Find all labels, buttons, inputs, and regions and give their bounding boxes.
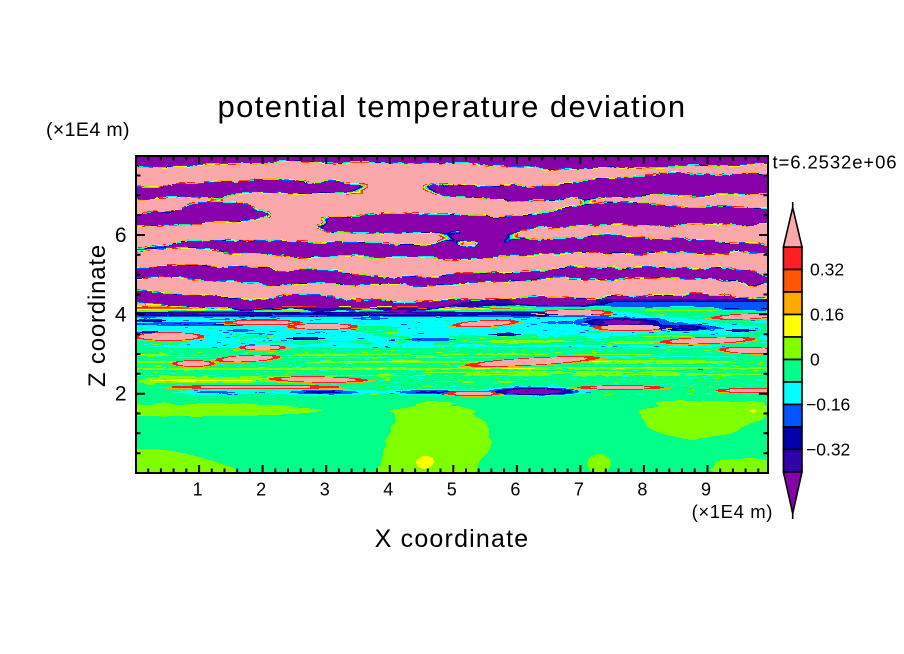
svg-text:6: 6 (115, 224, 127, 247)
svg-text:Z coordinate: Z coordinate (84, 244, 111, 387)
svg-text:3: 3 (320, 480, 330, 500)
svg-text:(×1E4 m): (×1E4 m) (692, 501, 773, 522)
svg-text:4: 4 (383, 480, 393, 500)
svg-text:5: 5 (447, 480, 457, 500)
svg-text:2: 2 (115, 383, 127, 406)
svg-text:8: 8 (637, 480, 647, 500)
svg-text:9: 9 (701, 480, 711, 500)
svg-text:0.16: 0.16 (810, 305, 844, 325)
svg-text:−0.32: −0.32 (806, 440, 850, 460)
svg-text:1: 1 (193, 480, 203, 500)
svg-text:potential temperature deviatio: potential temperature deviation (217, 89, 686, 124)
svg-text:7: 7 (574, 480, 584, 500)
svg-text:t=6.2532e+06: t=6.2532e+06 (773, 152, 898, 173)
svg-text:(×1E4 m): (×1E4 m) (46, 119, 130, 141)
svg-text:4: 4 (115, 303, 127, 326)
svg-text:2: 2 (256, 480, 266, 500)
svg-text:6: 6 (510, 480, 520, 500)
svg-text:X coordinate: X coordinate (375, 525, 530, 553)
svg-text:0.32: 0.32 (810, 260, 844, 280)
svg-text:0: 0 (810, 350, 820, 370)
svg-text:−0.16: −0.16 (806, 395, 850, 415)
